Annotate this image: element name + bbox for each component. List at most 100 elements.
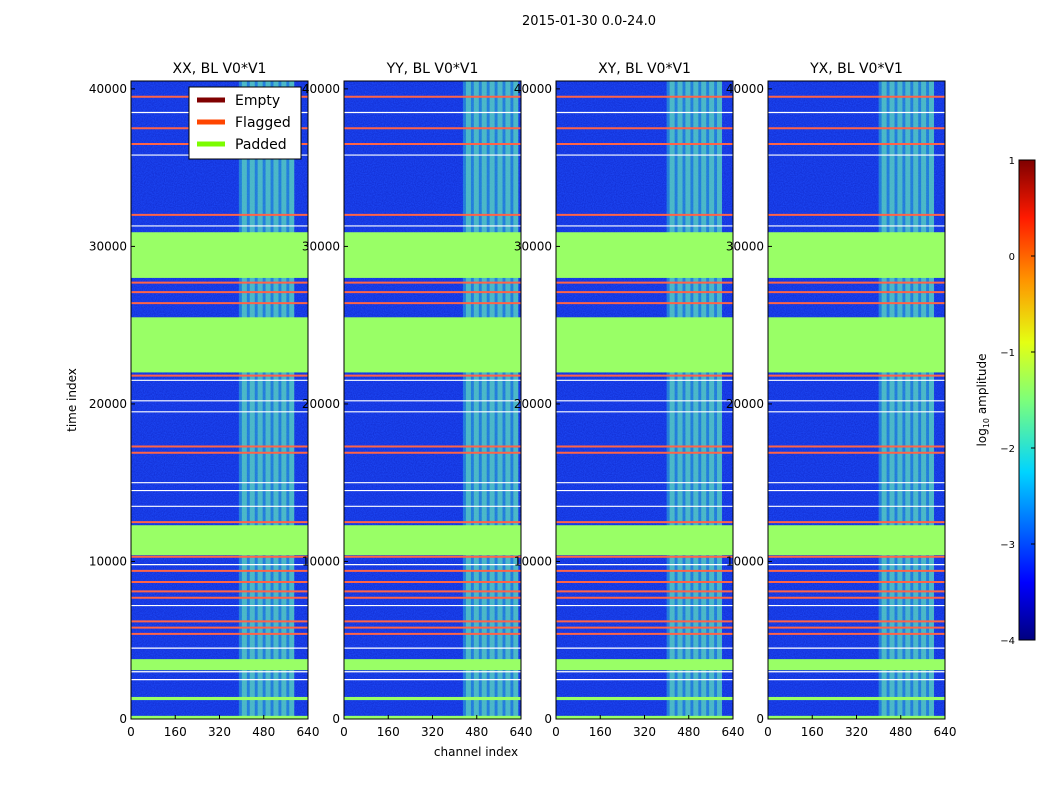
rfi-stripe bbox=[709, 81, 715, 719]
padded-band bbox=[768, 696, 945, 701]
x-tick-label: 480 bbox=[252, 725, 275, 739]
y-tick-label: 40000 bbox=[302, 82, 340, 96]
padded-band bbox=[556, 525, 733, 556]
rfi-stripe bbox=[481, 81, 487, 719]
figure-title: 2015-01-30 0.0-24.0 bbox=[522, 14, 656, 29]
padded-band bbox=[344, 525, 521, 556]
x-tick-label: 160 bbox=[377, 725, 400, 739]
rfi-stripe bbox=[669, 81, 675, 719]
rfi-region bbox=[238, 81, 295, 719]
x-tick-label: 480 bbox=[465, 725, 488, 739]
colorbar-tick-label: −1 bbox=[1000, 348, 1015, 359]
padded-band bbox=[556, 696, 733, 701]
panel-title: YY, BL V0*V1 bbox=[386, 61, 479, 77]
x-tick-label: 0 bbox=[127, 725, 135, 739]
padded-band bbox=[131, 317, 308, 373]
padded-band bbox=[131, 659, 308, 671]
x-tick-label: 320 bbox=[208, 725, 231, 739]
padded-band bbox=[768, 317, 945, 373]
x-tick-label: 0 bbox=[340, 725, 348, 739]
padded-band bbox=[131, 696, 308, 701]
padded-band bbox=[344, 317, 521, 373]
x-tick-label: 480 bbox=[889, 725, 912, 739]
colorbar-tick-label: −3 bbox=[1000, 540, 1015, 551]
panel-3: XY, BL V0*V1 0 160 320 480 640 0 10000 20000 3000… bbox=[514, 61, 745, 739]
colorbar-tick-label: −2 bbox=[1000, 444, 1015, 455]
y-tick-label: 30000 bbox=[89, 239, 127, 253]
x-tick-label: 160 bbox=[801, 725, 824, 739]
rfi-stripe bbox=[701, 81, 707, 719]
rfi-stripe bbox=[921, 81, 927, 719]
y-tick-label: 10000 bbox=[302, 554, 340, 568]
rfi-stripe bbox=[241, 81, 247, 719]
y-tick-label: 30000 bbox=[302, 239, 340, 253]
colorbar-tick-label: 0 bbox=[1009, 252, 1015, 263]
y-tick-label: 10000 bbox=[89, 554, 127, 568]
x-tick-label: 0 bbox=[552, 725, 560, 739]
padded-band bbox=[768, 232, 945, 278]
y-tick-label: 40000 bbox=[89, 82, 127, 96]
colorbar-tick-label: −4 bbox=[1000, 636, 1015, 647]
padded-band bbox=[556, 317, 733, 373]
y-tick-label: 20000 bbox=[514, 397, 552, 411]
rfi-stripe bbox=[257, 81, 263, 719]
padded-band bbox=[131, 525, 308, 556]
panels: XX, BL V0*V1 0 160 320 480 640 0 10000 20000 3000… bbox=[89, 61, 957, 739]
rfi-stripe bbox=[685, 81, 691, 719]
colorbar-tick-label: 1 bbox=[1009, 156, 1015, 167]
y-tick-label: 20000 bbox=[302, 397, 340, 411]
x-tick-label: 640 bbox=[722, 725, 745, 739]
rfi-stripe bbox=[913, 81, 919, 719]
y-tick-label: 20000 bbox=[726, 397, 764, 411]
legend-label: Empty bbox=[235, 93, 280, 109]
rfi-stripe bbox=[677, 81, 683, 719]
x-tick-label: 320 bbox=[845, 725, 868, 739]
padded-band bbox=[131, 232, 308, 278]
rfi-stripe bbox=[497, 81, 503, 719]
rfi-stripe bbox=[905, 81, 911, 719]
y-tick-label: 40000 bbox=[726, 82, 764, 96]
rfi-stripe bbox=[693, 81, 699, 719]
rfi-stripe bbox=[289, 81, 295, 719]
y-tick-label: 10000 bbox=[726, 554, 764, 568]
rfi-stripe bbox=[897, 81, 903, 719]
y-tick-label: 20000 bbox=[89, 397, 127, 411]
rfi-stripe bbox=[249, 81, 255, 719]
rfi-stripe bbox=[265, 81, 271, 719]
rfi-stripe bbox=[929, 81, 935, 719]
panel-title: XX, BL V0*V1 bbox=[173, 61, 267, 77]
y-tick-label: 40000 bbox=[514, 82, 552, 96]
rfi-stripe bbox=[513, 81, 519, 719]
panel-1: XX, BL V0*V1 0 160 320 480 640 0 10000 20000 3000… bbox=[89, 61, 320, 739]
x-tick-label: 160 bbox=[589, 725, 612, 739]
padded-band bbox=[344, 659, 521, 671]
colorbar-label: log10 amplitude bbox=[975, 354, 991, 447]
padded-band bbox=[344, 232, 521, 278]
x-tick-label: 640 bbox=[297, 725, 320, 739]
colorbar-label-rest: amplitude bbox=[975, 354, 989, 418]
rfi-stripe bbox=[273, 81, 279, 719]
colorbar-label-base: 10 bbox=[982, 418, 991, 428]
x-tick-label: 480 bbox=[677, 725, 700, 739]
rfi-stripe bbox=[489, 81, 495, 719]
rfi-stripe bbox=[473, 81, 479, 719]
rfi-stripe bbox=[881, 81, 887, 719]
panel-4: YX, BL V0*V1 0 160 320 480 640 0 10000 20000 3000… bbox=[726, 61, 957, 739]
padded-band bbox=[556, 659, 733, 671]
rfi-stripe bbox=[717, 81, 723, 719]
x-tick-label: 0 bbox=[764, 725, 772, 739]
x-tick-label: 320 bbox=[421, 725, 444, 739]
rfi-stripe bbox=[889, 81, 895, 719]
rfi-stripe bbox=[281, 81, 287, 719]
x-axis-label: channel index bbox=[434, 745, 518, 759]
legend-label: Flagged bbox=[235, 115, 291, 131]
x-tick-label: 640 bbox=[510, 725, 533, 739]
rfi-stripe bbox=[465, 81, 471, 719]
padded-band bbox=[768, 659, 945, 671]
y-tick-label: 0 bbox=[544, 712, 552, 726]
rfi-region bbox=[462, 81, 519, 719]
colorbar: log10 amplitude 10−1−2−3−4 bbox=[975, 156, 1036, 647]
padded-band bbox=[344, 696, 521, 701]
panel-title: YX, BL V0*V1 bbox=[809, 61, 903, 77]
